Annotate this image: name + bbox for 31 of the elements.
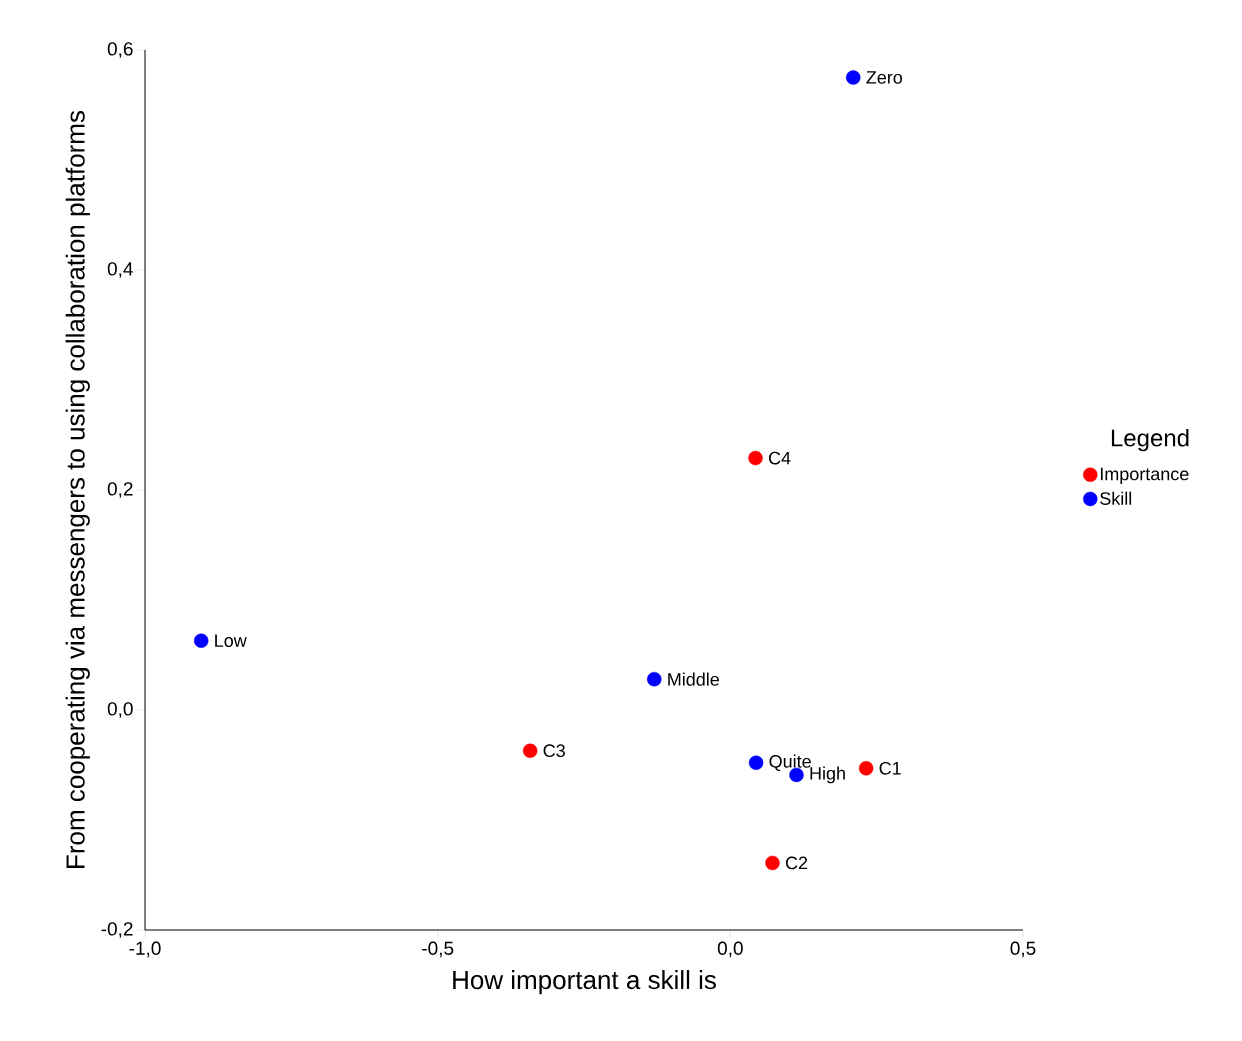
annotation: Zero — [866, 71, 903, 84]
annotation: Quite — [769, 754, 811, 772]
legend-title: Legend — [1111, 428, 1189, 452]
x-tick-label: 0,0 — [717, 941, 743, 958]
annotation: High — [810, 766, 845, 784]
legend-label: Importance — [1100, 467, 1189, 484]
y-axis-title: From cooperating via messengers to using collaboration platforms — [65, 111, 90, 868]
y-tick-label: 0,6 — [107, 42, 133, 58]
point — [748, 755, 764, 770]
x-tick-label: 0,5 — [1010, 941, 1036, 958]
legend-label: Skill — [1100, 491, 1132, 505]
annotation: C1 — [879, 761, 901, 775]
point — [522, 743, 538, 758]
y-tick-label: 0,0 — [107, 702, 133, 718]
x-tick-label: -0,5 — [422, 941, 454, 958]
point — [647, 671, 662, 687]
annotation: Middle — [668, 672, 719, 686]
x-tick-label: -1,0 — [129, 941, 161, 958]
annotation: C4 — [768, 451, 791, 465]
annotation: C3 — [543, 744, 565, 758]
point — [748, 450, 763, 466]
y-tick-label: -0,2 — [101, 922, 133, 938]
point — [846, 70, 861, 85]
x-axis-title: How important a skill is — [453, 970, 716, 995]
y-tick-label: 0,2 — [107, 482, 133, 498]
point — [765, 855, 780, 871]
point — [858, 761, 874, 776]
y-tick-label: 0,4 — [107, 262, 133, 278]
annotation: Low — [215, 634, 247, 647]
point — [194, 633, 209, 648]
annotation: C2 — [785, 856, 808, 870]
